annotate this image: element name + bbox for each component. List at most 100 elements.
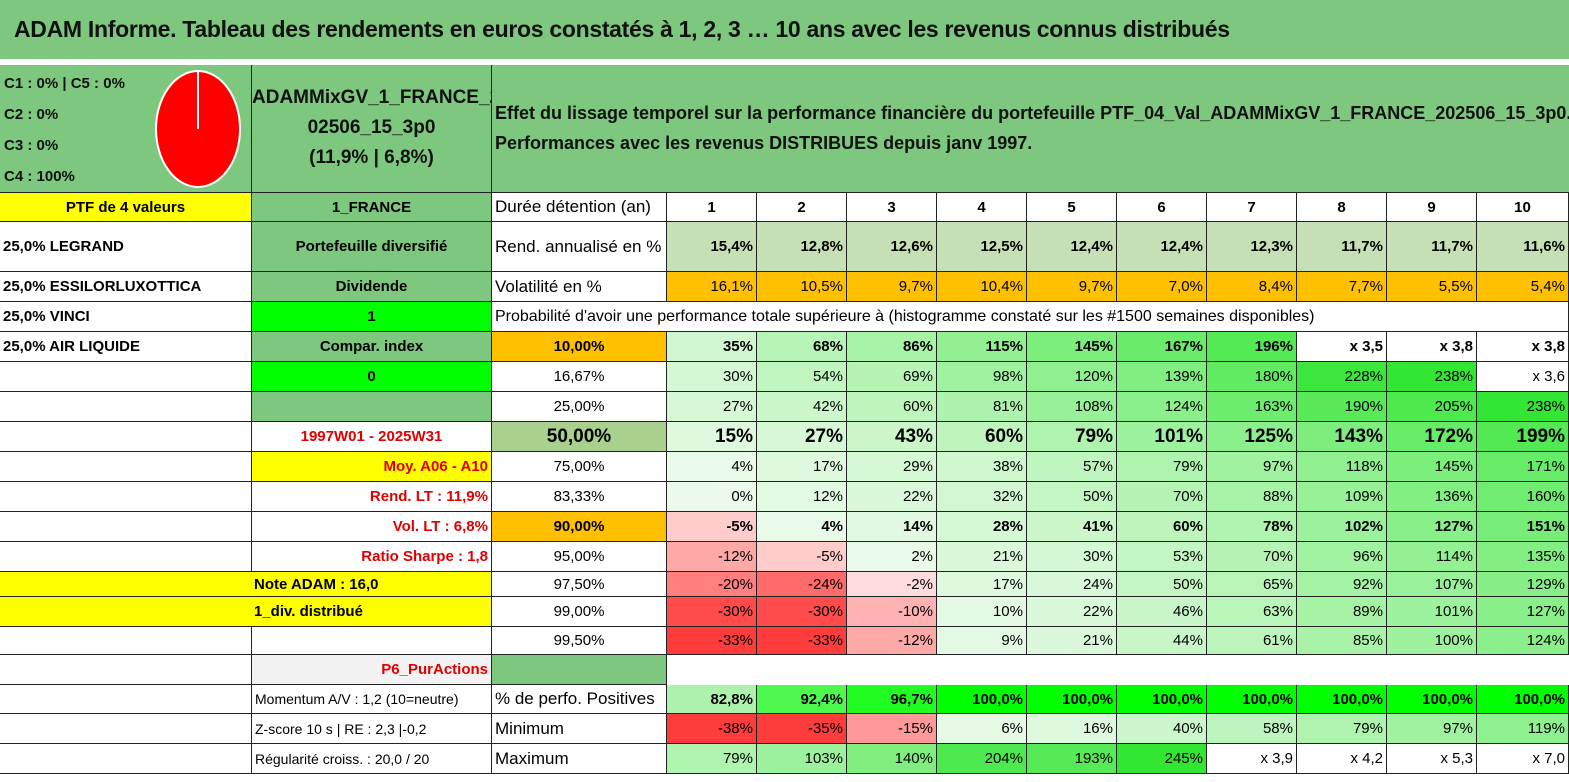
maximum-value: 245% <box>1117 744 1207 774</box>
report-title: ADAM Informe. Tableau des rendements en … <box>14 16 1230 42</box>
title-bar: ADAM Informe. Tableau des rendements en … <box>0 0 1569 62</box>
empty-cell <box>492 655 667 685</box>
performance-value: 78% <box>1207 512 1297 542</box>
performance-value: 22% <box>847 482 937 512</box>
volatility-value: 10,5% <box>757 272 847 302</box>
performance-value: 35% <box>667 332 757 362</box>
dividend-label: Dividende <box>252 272 492 302</box>
performance-value: 86% <box>847 332 937 362</box>
performance-value: 60% <box>937 422 1027 452</box>
minimum-value: -38% <box>667 714 757 744</box>
performance-value: 145% <box>1027 332 1117 362</box>
zscore-stat: Z-score 10 s | RE : 2,3 |-0,2 <box>252 714 492 744</box>
performance-value: 57% <box>1027 452 1117 482</box>
performance-value: 44% <box>1117 627 1207 655</box>
annual-return-value: 12,3% <box>1207 222 1297 272</box>
maximum-value: 204% <box>937 744 1027 774</box>
performance-value: -33% <box>667 627 757 655</box>
positive-perf-value: 96,7% <box>847 685 937 714</box>
minimum-value: 79% <box>1297 714 1387 744</box>
performance-value: 17% <box>757 452 847 482</box>
volatility-value: 7,7% <box>1297 272 1387 302</box>
description-line: Effet du lissage temporel sur la perform… <box>495 103 1569 123</box>
holding-item: 25,0% ESSILORLUXOTTICA <box>0 272 252 302</box>
portfolio-name-line: 02506_15_3p0 <box>307 117 436 138</box>
performance-value: 101% <box>1387 597 1477 627</box>
performance-value: 115% <box>937 332 1027 362</box>
minimum-label: Minimum <box>492 714 667 744</box>
performance-value: 17% <box>937 572 1027 597</box>
performance-value: -24% <box>757 572 847 597</box>
legend-line: C3 : 0% <box>4 137 59 154</box>
probability-level: 99,50% <box>492 627 667 655</box>
performance-value: 163% <box>1207 392 1297 422</box>
performance-value: 102% <box>1297 512 1387 542</box>
performance-value: 0% <box>667 482 757 512</box>
annual-return-value: 12,5% <box>937 222 1027 272</box>
compar-index-label: Compar. index <box>252 332 492 362</box>
volatility-value: 8,4% <box>1207 272 1297 302</box>
average-label: Moy. A06 - A10 <box>252 452 492 482</box>
adam-score: Note ADAM : 16,0 <box>0 572 492 597</box>
performance-value: 127% <box>1477 597 1569 627</box>
positive-perf-value: 100,0% <box>1117 685 1207 714</box>
positive-perf-value: 100,0% <box>1387 685 1477 714</box>
performance-value: -30% <box>757 597 847 627</box>
performance-value: 22% <box>1027 597 1117 627</box>
performance-value: -20% <box>667 572 757 597</box>
performance-value: 60% <box>847 392 937 422</box>
minimum-value: 119% <box>1477 714 1569 744</box>
probability-level: 16,67% <box>492 362 667 392</box>
empty-cell <box>0 655 252 685</box>
performance-value: 43% <box>847 422 937 452</box>
performance-value: 108% <box>1027 392 1117 422</box>
probability-header: Probabilité d'avoir une performance tota… <box>492 302 1569 332</box>
performance-value: -30% <box>667 597 757 627</box>
description-line: Performances avec les revenus DISTRIBUES… <box>495 133 1033 153</box>
legend-line: C1 : 0% | C5 : 0% <box>4 75 125 92</box>
performance-value: 79% <box>1027 422 1117 452</box>
performance-value: x 3,6 <box>1477 362 1569 392</box>
performance-value: x 3,8 <box>1477 332 1569 362</box>
maximum-value: 103% <box>757 744 847 774</box>
probability-level: 50,00% <box>492 422 667 452</box>
performance-value: 196% <box>1207 332 1297 362</box>
volatility-value: 16,1% <box>667 272 757 302</box>
ptf-count-label: PTF de 4 valeurs <box>0 193 252 222</box>
year-header: 5 <box>1027 193 1117 222</box>
probability-level: 90,00% <box>492 512 667 542</box>
performance-value: -12% <box>667 542 757 572</box>
performance-value: 114% <box>1387 542 1477 572</box>
minimum-value: 16% <box>1027 714 1117 744</box>
performance-value: 98% <box>937 362 1027 392</box>
performance-value: 145% <box>1387 452 1477 482</box>
performance-value: 29% <box>847 452 937 482</box>
annual-return-label: Rend. annualisé en % <box>492 222 667 272</box>
minimum-value: -15% <box>847 714 937 744</box>
annual-return-value: 15,4% <box>667 222 757 272</box>
portfolio-perf-summary: (11,9% | 6,8%) <box>309 147 434 168</box>
holding-item: 25,0% AIR LIQUIDE <box>0 332 252 362</box>
positive-perf-value: 92,4% <box>757 685 847 714</box>
volatility-label: Volatilité en % <box>492 272 667 302</box>
maximum-value: x 4,2 <box>1297 744 1387 774</box>
performance-value: 41% <box>1027 512 1117 542</box>
maximum-label: Maximum <box>492 744 667 774</box>
description-banner: Effet du lissage temporel sur la perform… <box>492 65 1569 193</box>
long-term-volatility: Vol. LT : 6,8% <box>252 512 492 542</box>
performance-value: 228% <box>1297 362 1387 392</box>
performance-value: -12% <box>847 627 937 655</box>
minimum-value: -35% <box>757 714 847 744</box>
performance-value: 4% <box>757 512 847 542</box>
annual-return-value: 12,4% <box>1117 222 1207 272</box>
performance-value: 135% <box>1477 542 1569 572</box>
performance-value: -5% <box>667 512 757 542</box>
positive-perf-label: % de perfo. Positives <box>492 685 667 714</box>
performance-value: 70% <box>1117 482 1207 512</box>
performance-value: 118% <box>1297 452 1387 482</box>
performance-value: 10% <box>937 597 1027 627</box>
performance-value: 21% <box>937 542 1027 572</box>
performance-value: 69% <box>847 362 937 392</box>
minimum-value: 6% <box>937 714 1027 744</box>
long-term-return: Rend. LT : 11,9% <box>252 482 492 512</box>
